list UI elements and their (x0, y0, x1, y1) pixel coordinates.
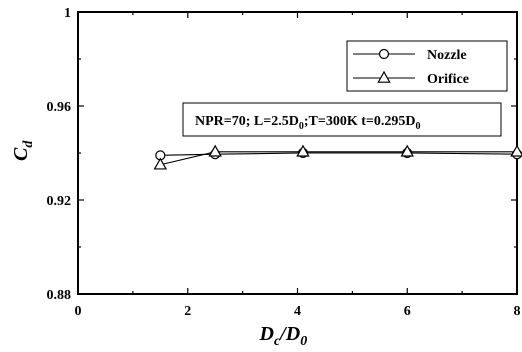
y-tick-label: 0.88 (47, 288, 72, 303)
x-tick-label: 0 (75, 304, 82, 319)
legend-box (346, 40, 508, 92)
x-tick-label: 2 (184, 304, 191, 319)
legend-marker-nozzle (378, 48, 390, 60)
legend-label-orifice: Orifice (427, 72, 469, 87)
legend-label-nozzle: Nozzle (427, 48, 467, 63)
y-tick-label: 1 (64, 6, 71, 21)
x-tick-label: 4 (294, 304, 301, 319)
orifice-marker (400, 144, 414, 157)
y-tick-label: 0.96 (47, 100, 72, 115)
annotation-text: NPR=70; L=2.5D0;T=300K t=0.295D0 (195, 114, 420, 132)
x-axis-title: Dc/D0 (259, 323, 308, 349)
axis-ticks-group: 0 2 4 6 8 0.88 0.92 0.96 1 (47, 6, 521, 319)
axis-titles: Dc/D0 Cd (10, 140, 307, 349)
orifice-marker (208, 144, 222, 157)
y-axis-title: Cd (10, 140, 36, 161)
orifice-marker (296, 144, 310, 157)
x-tick-label: 6 (404, 304, 411, 319)
series-group (153, 144, 522, 170)
orifice-marker (510, 144, 522, 157)
orifice-marker (153, 157, 168, 170)
y-tick-label: 0.92 (47, 194, 72, 209)
legend-marker-orifice (377, 70, 391, 83)
annotation-frame (182, 102, 502, 137)
annotation-box: NPR=70; L=2.5D0;T=300K t=0.295D0 (182, 102, 502, 137)
x-tick-label: 8 (514, 304, 521, 319)
legend: Nozzle Orifice (346, 40, 508, 92)
